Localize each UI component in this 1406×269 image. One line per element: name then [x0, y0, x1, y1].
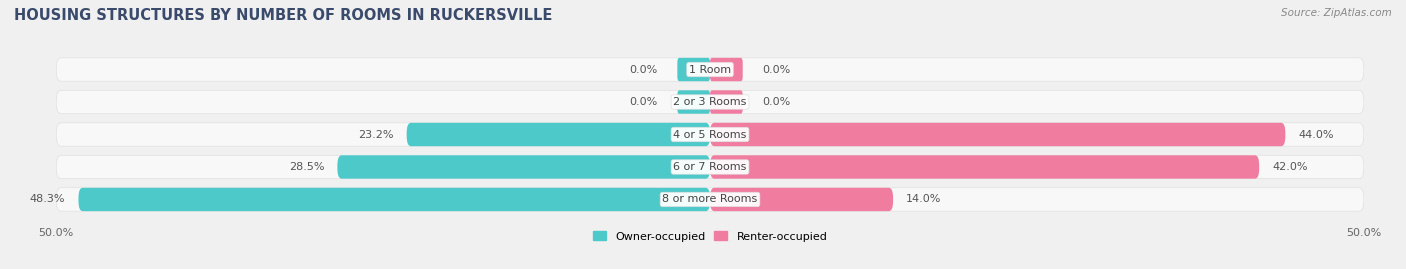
FancyBboxPatch shape: [678, 90, 710, 114]
Text: 14.0%: 14.0%: [905, 194, 942, 204]
Text: 28.5%: 28.5%: [288, 162, 325, 172]
Text: 4 or 5 Rooms: 4 or 5 Rooms: [673, 129, 747, 140]
Text: 0.0%: 0.0%: [762, 97, 790, 107]
Text: 48.3%: 48.3%: [30, 194, 66, 204]
Text: 0.0%: 0.0%: [630, 65, 658, 75]
FancyBboxPatch shape: [710, 155, 1260, 179]
Text: 0.0%: 0.0%: [630, 97, 658, 107]
FancyBboxPatch shape: [710, 58, 742, 81]
Text: 2 or 3 Rooms: 2 or 3 Rooms: [673, 97, 747, 107]
FancyBboxPatch shape: [56, 188, 1364, 211]
FancyBboxPatch shape: [56, 123, 1364, 146]
FancyBboxPatch shape: [710, 188, 893, 211]
FancyBboxPatch shape: [56, 58, 1364, 81]
Text: Source: ZipAtlas.com: Source: ZipAtlas.com: [1281, 8, 1392, 18]
FancyBboxPatch shape: [710, 90, 742, 114]
FancyBboxPatch shape: [406, 123, 710, 146]
Text: 6 or 7 Rooms: 6 or 7 Rooms: [673, 162, 747, 172]
FancyBboxPatch shape: [337, 155, 710, 179]
Text: 0.0%: 0.0%: [762, 65, 790, 75]
FancyBboxPatch shape: [710, 123, 1285, 146]
FancyBboxPatch shape: [56, 90, 1364, 114]
FancyBboxPatch shape: [56, 155, 1364, 179]
Text: 42.0%: 42.0%: [1272, 162, 1308, 172]
Text: 1 Room: 1 Room: [689, 65, 731, 75]
Text: 44.0%: 44.0%: [1298, 129, 1334, 140]
FancyBboxPatch shape: [678, 58, 710, 81]
Text: HOUSING STRUCTURES BY NUMBER OF ROOMS IN RUCKERSVILLE: HOUSING STRUCTURES BY NUMBER OF ROOMS IN…: [14, 8, 553, 23]
Text: 23.2%: 23.2%: [359, 129, 394, 140]
Text: 8 or more Rooms: 8 or more Rooms: [662, 194, 758, 204]
Legend: Owner-occupied, Renter-occupied: Owner-occupied, Renter-occupied: [588, 227, 832, 246]
FancyBboxPatch shape: [79, 188, 710, 211]
